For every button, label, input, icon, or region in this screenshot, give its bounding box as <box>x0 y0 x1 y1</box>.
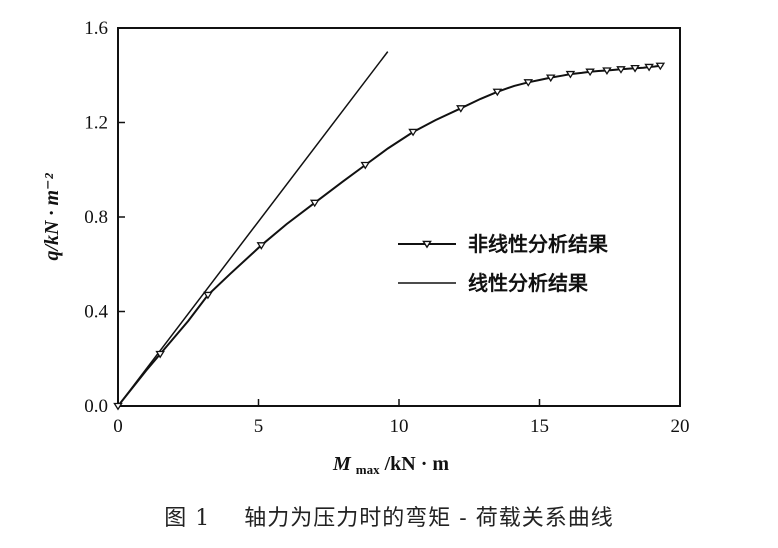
legend-marker-nonlinear <box>422 240 432 249</box>
y-axis-label: q/kN · m⁻² <box>41 172 63 260</box>
series-point-nonlinear <box>492 88 503 97</box>
legend: 非线性分析结果 线性分析结果 <box>398 232 608 295</box>
x-tick-label: 0 <box>113 416 123 437</box>
series-point-nonlinear <box>456 105 466 113</box>
legend-label-linear: 线性分析结果 <box>468 271 588 295</box>
series-point-nonlinear <box>644 63 654 72</box>
series-point-nonlinear <box>360 161 371 170</box>
x-tick-label: 5 <box>254 416 264 437</box>
x-axis-ticks: 0 5 10 15 20 <box>113 399 690 437</box>
series-point-nonlinear <box>113 402 123 411</box>
x-tick-label: 20 <box>671 416 690 437</box>
y-tick-label: 1.2 <box>84 113 108 134</box>
y-tick-label: 0.8 <box>84 207 108 228</box>
x-tick-label: 15 <box>530 416 549 437</box>
series-point-nonlinear <box>203 291 213 300</box>
y-tick-label: 0.4 <box>84 302 108 323</box>
series-point-nonlinear <box>408 128 418 137</box>
series-point-nonlinear <box>585 68 595 77</box>
series-layer <box>113 51 666 411</box>
series-point-nonlinear <box>309 199 320 208</box>
x-axis-label-unit: /kN · m <box>384 453 450 475</box>
x-axis-label: M max /kN · m <box>332 453 449 479</box>
x-axis-label-subscript: max <box>356 462 380 477</box>
series-point-nonlinear <box>565 70 576 79</box>
y-axis-ticks: 0.0 0.4 0.8 1.2 1.6 <box>84 18 125 417</box>
x-axis-label-main: M <box>332 453 352 475</box>
series-line-linear <box>117 51 389 407</box>
chart: 0 5 10 15 20 0.00.40.81.21.6 非线性分析结果 线性分析结果 … <box>41 18 690 479</box>
y-tick-label: 1.6 <box>84 18 108 39</box>
plot-area <box>117 27 681 407</box>
series-point-nonlinear <box>155 350 165 359</box>
series-line-nonlinear <box>117 64 664 407</box>
figure-caption: 图 1 轴力为压力时的弯矩 - 荷载关系曲线 <box>0 500 778 532</box>
series-point-nonlinear <box>630 64 640 73</box>
series-point-nonlinear <box>523 79 534 87</box>
series-point-nonlinear <box>545 74 556 83</box>
series-point-nonlinear <box>256 242 267 250</box>
figure-number: 图 1 <box>164 506 211 531</box>
x-tick-label: 10 <box>390 416 409 437</box>
figure-title: 轴力为压力时的弯矩 - 荷载关系曲线 <box>244 506 614 531</box>
series-point-nonlinear <box>616 66 626 74</box>
y-tick-label: 0.0 <box>84 396 108 417</box>
series-point-nonlinear <box>602 67 612 75</box>
series-point-nonlinear <box>655 62 666 71</box>
legend-label-nonlinear: 非线性分析结果 <box>468 232 608 256</box>
axes-frame <box>117 27 681 407</box>
